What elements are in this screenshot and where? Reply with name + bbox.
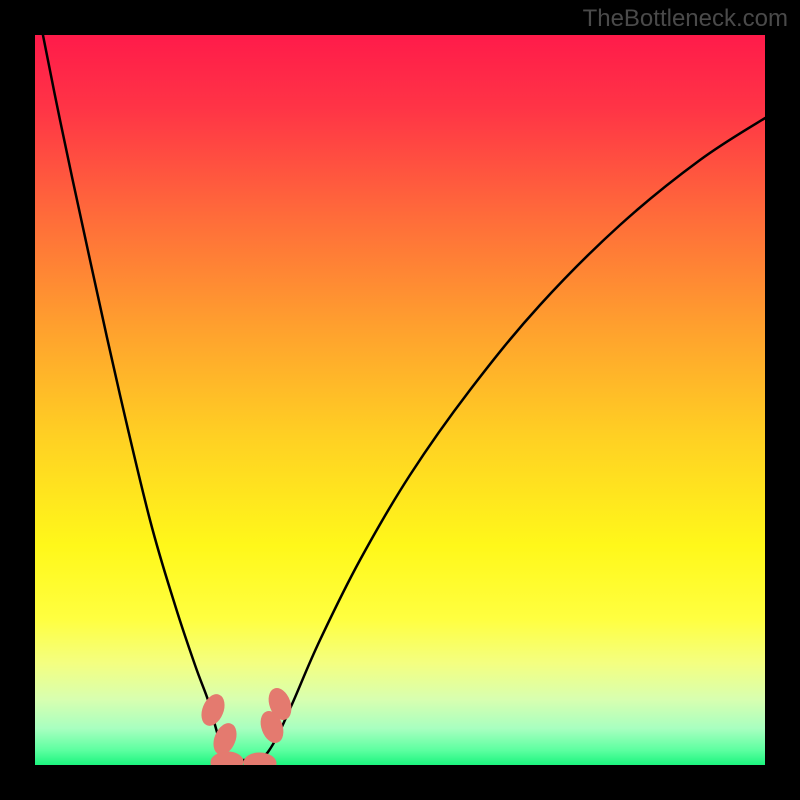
marker-group xyxy=(198,686,295,765)
marker-pill xyxy=(211,751,244,765)
bottleneck-curve-left xyxy=(35,35,236,760)
marker-pill xyxy=(244,752,277,765)
plot-area xyxy=(35,35,765,765)
watermark-text: TheBottleneck.com xyxy=(583,5,788,33)
curves-layer xyxy=(35,35,765,765)
bottleneck-curve-right xyxy=(260,115,765,760)
marker-pill xyxy=(198,691,229,728)
